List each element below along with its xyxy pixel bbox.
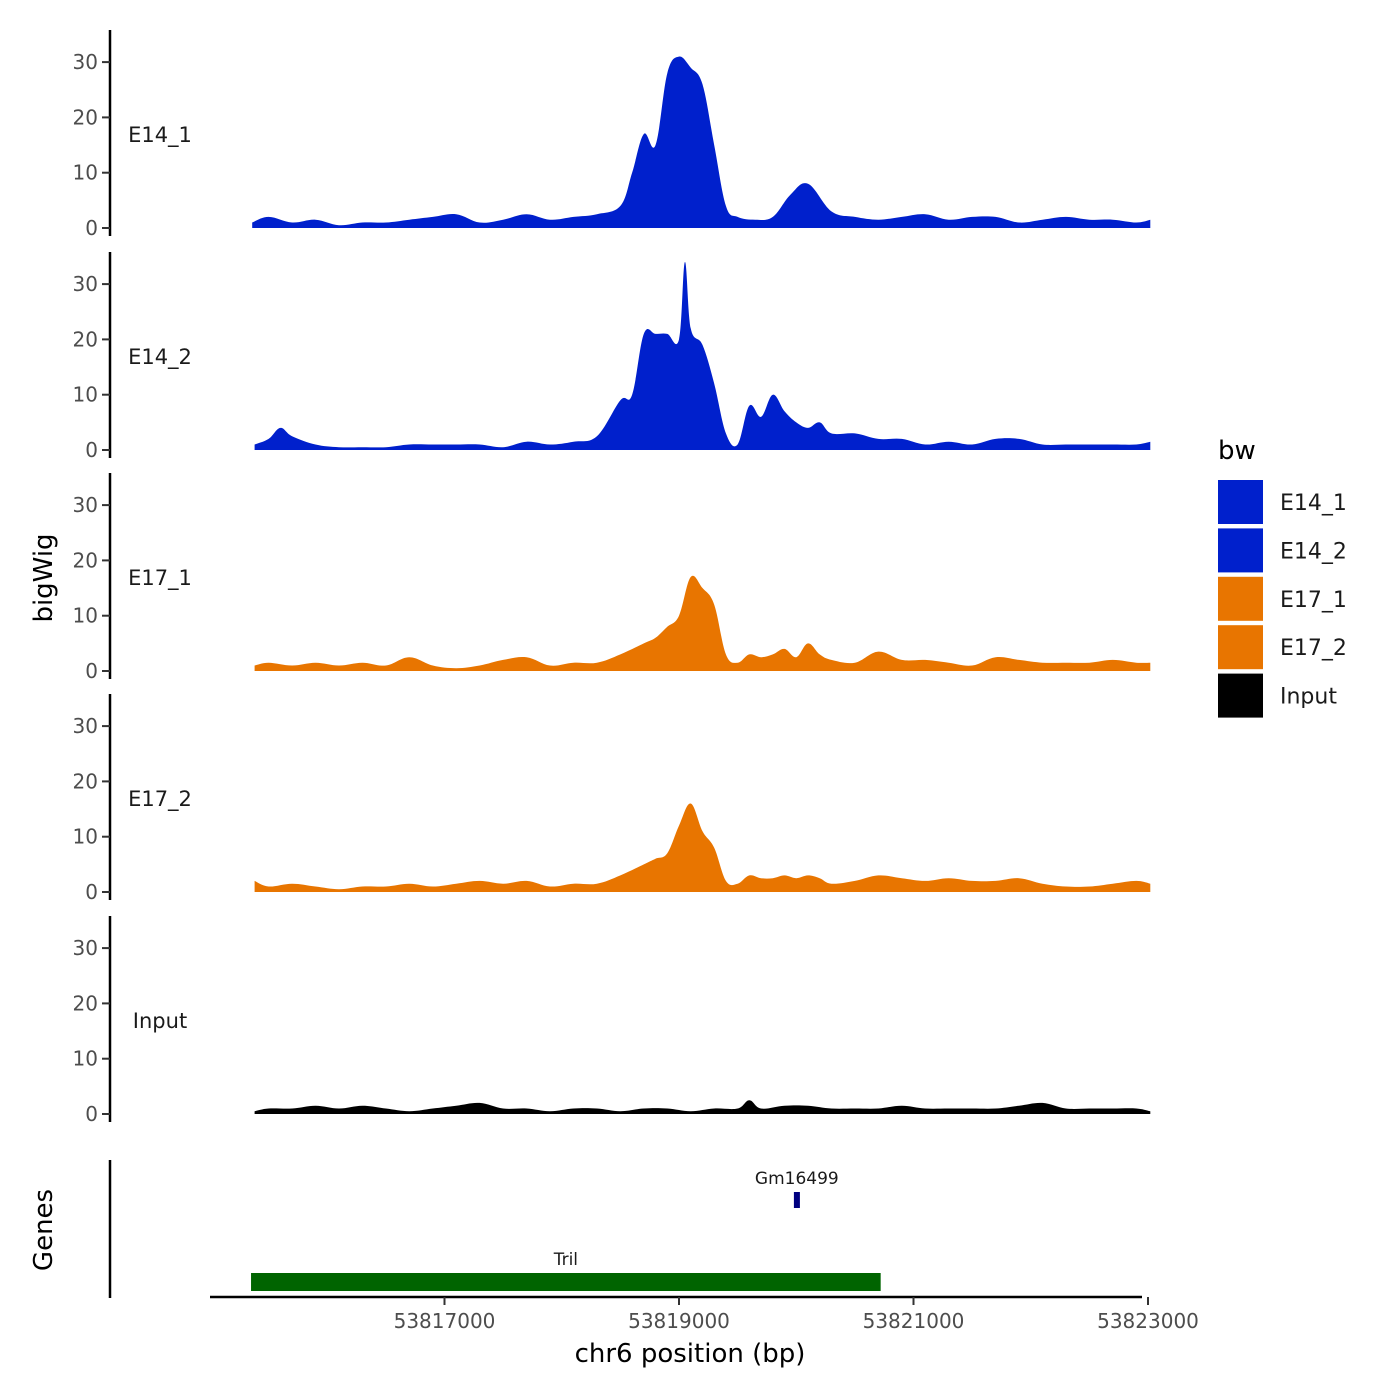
legend-swatch <box>1218 480 1263 524</box>
genes-axis-title: Genes <box>29 1189 59 1271</box>
y-tick-label: 30 <box>73 272 98 296</box>
y-tick-label: 30 <box>73 936 98 960</box>
gene-label: Gm16499 <box>755 1169 839 1189</box>
coverage-area <box>254 803 1151 892</box>
y-tick-label: 0 <box>85 216 98 240</box>
coverage-area <box>254 575 1151 671</box>
y-tick-label: 10 <box>73 383 98 407</box>
legend-label: E17_2 <box>1280 636 1347 661</box>
y-tick-label: 0 <box>85 880 98 904</box>
y-tick-label: 0 <box>85 659 98 683</box>
track-input: 0 10 20 30 Input <box>73 916 1151 1126</box>
track-label: E17_2 <box>128 787 192 812</box>
y-tick-label: 10 <box>73 1047 98 1071</box>
y-tick-label: 30 <box>73 714 98 738</box>
y-tick-label: 0 <box>85 1102 98 1126</box>
y-tick-label: 20 <box>73 769 98 793</box>
y-tick-label: 20 <box>73 327 98 351</box>
legend-swatch <box>1218 673 1263 718</box>
track-label: E14_2 <box>128 345 192 370</box>
coverage-area <box>254 261 1151 450</box>
x-tick-label: 53817000 <box>394 1309 496 1333</box>
legend-label: E17_1 <box>1280 588 1347 613</box>
track-e17-2: 0 10 20 30 E17_2 <box>73 694 1151 904</box>
legend-item-e17-1: E17_1 <box>1218 576 1347 621</box>
y-tick-label: 0 <box>85 438 98 462</box>
legend-swatch <box>1218 576 1263 621</box>
x-tick-label: 53819000 <box>628 1309 730 1333</box>
gene-tril: Tril <box>251 1250 881 1291</box>
x-tick-label: 53821000 <box>863 1309 965 1333</box>
track-label: Input <box>133 1009 187 1033</box>
track-label: E17_1 <box>128 566 192 591</box>
legend-item-input: Input <box>1218 673 1337 718</box>
legend-label: E14_2 <box>1280 539 1347 564</box>
legend-item-e14-1: E14_1 <box>1218 480 1347 524</box>
genes-track: Gm16499 Tril <box>108 1160 881 1298</box>
track-e14-2: 0 10 20 30 E14_2 <box>73 252 1151 462</box>
gene-body <box>793 1192 800 1208</box>
track-e14-1: 0 10 20 30 E14_1 <box>73 30 1151 240</box>
legend-item-e17-2: E17_2 <box>1218 625 1347 670</box>
x-tick-label: 53823000 <box>1097 1309 1199 1333</box>
y-tick-label: 20 <box>73 548 98 572</box>
legend-title: bw <box>1218 436 1256 466</box>
bigwig-tracks: 0 10 20 30 E14_1 0 10 20 30 E14_2 0 10 20 30 E17_1 0 10 2… <box>73 30 1151 1126</box>
y-tick-label: 10 <box>73 161 98 185</box>
legend-item-e14-2: E14_2 <box>1218 528 1347 573</box>
y-tick-label: 20 <box>73 991 98 1015</box>
coverage-area <box>254 1100 1151 1114</box>
y-tick-label: 30 <box>73 493 98 517</box>
y-tick-label: 20 <box>73 105 98 129</box>
y-tick-label: 30 <box>73 50 98 74</box>
legend-swatch <box>1218 625 1263 670</box>
y-tick-label: 10 <box>73 604 98 628</box>
gene-label: Tril <box>553 1250 578 1270</box>
legend-label: Input <box>1280 685 1337 710</box>
y-tick-label: 10 <box>73 825 98 849</box>
coverage-area <box>252 56 1151 229</box>
x-axis-title: chr6 position (bp) <box>575 1339 806 1369</box>
track-e17-1: 0 10 20 30 E17_1 <box>73 473 1151 683</box>
gene-gm16499: Gm16499 <box>755 1169 839 1208</box>
gene-body <box>251 1273 881 1291</box>
y-axis-title: bigWig <box>29 533 59 622</box>
legend: bw E14_1 E14_2 E17_1 E17_2 Input <box>1218 436 1347 718</box>
legend-swatch <box>1218 528 1263 573</box>
track-label: E14_1 <box>128 123 192 148</box>
x-axis: 53817000 53819000 53821000 53823000 <box>210 1295 1199 1333</box>
legend-label: E14_1 <box>1280 491 1347 516</box>
